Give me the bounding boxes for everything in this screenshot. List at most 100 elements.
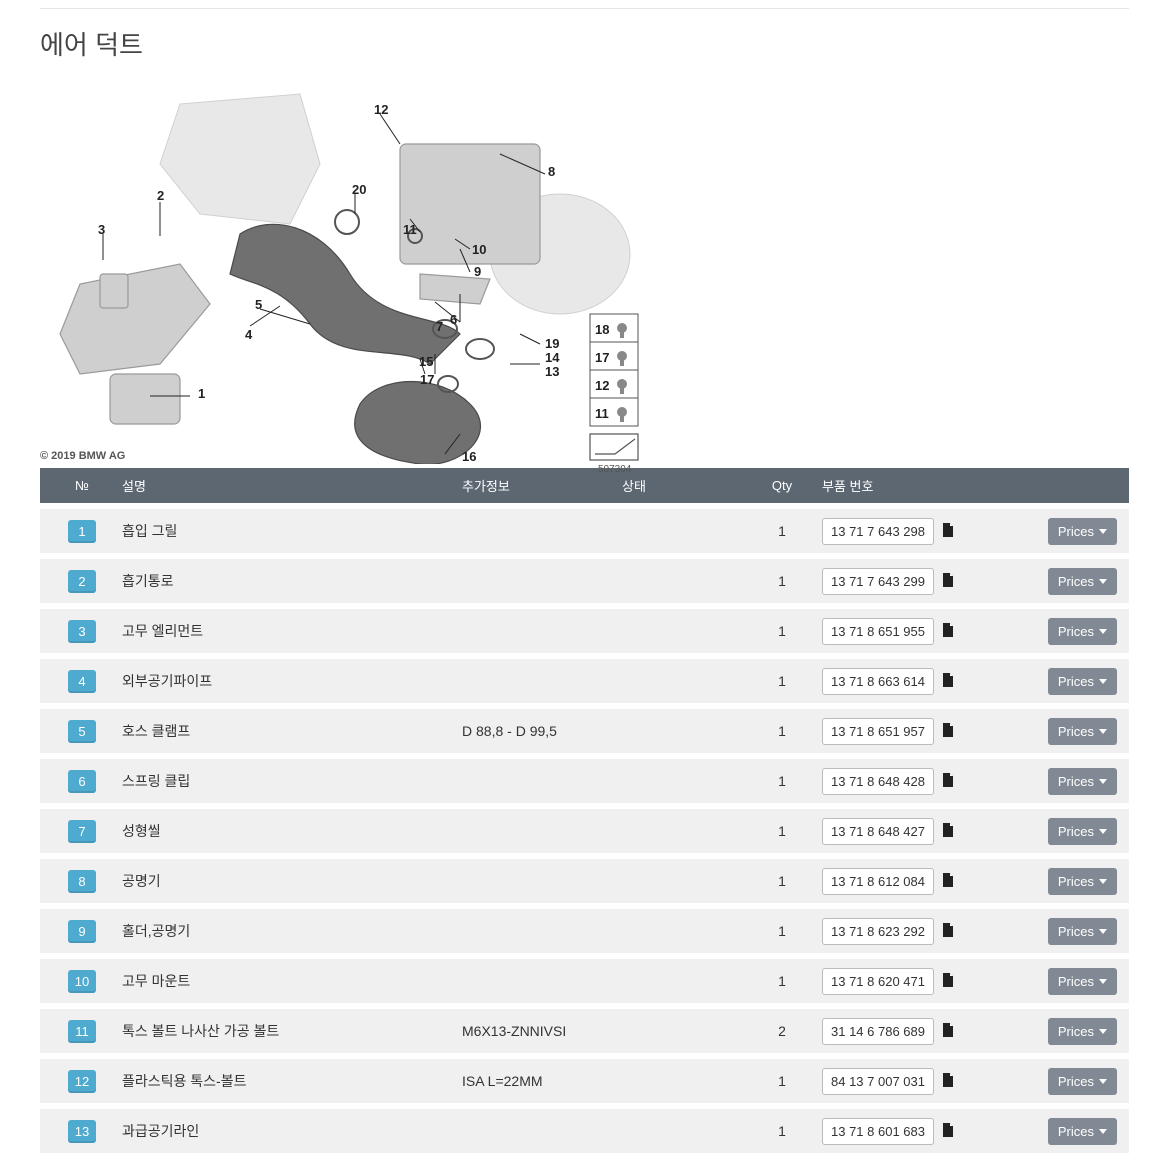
- callout-3: 3: [98, 222, 105, 237]
- th-desc: 설명: [112, 476, 462, 495]
- row-desc: 고무 엘리먼트: [112, 621, 462, 641]
- part-number-link[interactable]: 13 71 8 648 428: [822, 768, 934, 795]
- row-desc: 스프링 클립: [112, 771, 462, 791]
- document-icon[interactable]: [942, 873, 954, 890]
- row-qty: 1: [752, 823, 812, 839]
- row-number-badge[interactable]: 12: [68, 1070, 96, 1093]
- callout-2: 2: [157, 188, 164, 203]
- row-number-badge[interactable]: 7: [68, 820, 96, 843]
- callout-16: 16: [462, 449, 476, 464]
- top-divider: [40, 8, 1129, 9]
- row-number-badge[interactable]: 6: [68, 770, 96, 793]
- part-number-link[interactable]: 13 71 8 651 955: [822, 618, 934, 645]
- table-row: 1흡입 그릴113 71 7 643 298Prices: [40, 503, 1129, 553]
- callout-legend-18: 18: [595, 322, 609, 337]
- row-qty: 1: [752, 623, 812, 639]
- row-info: D 88,8 - D 99,5: [462, 723, 622, 739]
- th-info: 추가정보: [462, 476, 622, 495]
- document-icon[interactable]: [942, 573, 954, 590]
- table-row: 9홀더,공명기113 71 8 623 292Prices: [40, 903, 1129, 953]
- row-desc: 톡스 볼트 나사산 가공 볼트: [112, 1021, 462, 1041]
- document-icon[interactable]: [942, 1023, 954, 1040]
- row-number-badge[interactable]: 5: [68, 720, 96, 743]
- row-desc: 흡기통로: [112, 571, 462, 591]
- part-number-link[interactable]: 31 14 6 786 689: [822, 1018, 934, 1045]
- table-row: 2 흡기통로 1 13 71 7 643 299 Prices: [40, 553, 1129, 603]
- row-qty: 1: [752, 723, 812, 739]
- callout-12: 12: [374, 102, 388, 117]
- row-number-badge[interactable]: 13: [68, 1120, 96, 1143]
- table-header: № 설명 추가정보 상태 Qty 부품 번호: [40, 468, 1129, 503]
- chevron-down-icon: [1099, 829, 1107, 834]
- part-number-link[interactable]: 13 71 8 648 427: [822, 818, 934, 845]
- part-number-link[interactable]: 13 71 8 620 471: [822, 968, 934, 995]
- row-number-badge[interactable]: 8: [68, 870, 96, 893]
- callout-legend-11: 11: [595, 406, 609, 421]
- part-number-link[interactable]: 13 71 7 643 298: [822, 518, 934, 545]
- document-icon[interactable]: [942, 523, 954, 540]
- table-row: 6스프링 클립113 71 8 648 428Prices: [40, 753, 1129, 803]
- callout-19: 19: [545, 336, 559, 351]
- row-number-badge[interactable]: 10: [68, 970, 96, 993]
- part-number-link[interactable]: 13 71 8 651 957: [822, 718, 934, 745]
- callout-1: 1: [198, 386, 205, 401]
- prices-button[interactable]: Prices: [1048, 668, 1117, 695]
- part-number-link[interactable]: 13 71 8 623 292: [822, 918, 934, 945]
- document-icon[interactable]: [942, 823, 954, 840]
- callout-legend-12: 12: [595, 378, 609, 393]
- prices-button[interactable]: Prices: [1048, 968, 1117, 995]
- callout-9: 9: [474, 264, 481, 279]
- diagram-id: 507304: [598, 464, 631, 475]
- callout-legend-17: 17: [595, 350, 609, 365]
- prices-button[interactable]: Prices: [1048, 718, 1117, 745]
- row-info: M6X13-ZNNIVSI: [462, 1023, 622, 1039]
- page-title: 에어 덕트: [40, 25, 1129, 62]
- chevron-down-icon: [1099, 679, 1107, 684]
- prices-button[interactable]: Prices: [1048, 568, 1117, 595]
- prices-button[interactable]: Prices: [1048, 618, 1117, 645]
- prices-button[interactable]: Prices: [1048, 1068, 1117, 1095]
- row-number-badge[interactable]: 4: [68, 670, 96, 693]
- row-qty: 1: [752, 873, 812, 889]
- document-icon[interactable]: [942, 1123, 954, 1140]
- table-body: 1흡입 그릴113 71 7 643 298Prices2흡기통로113 71 …: [40, 503, 1129, 1153]
- th-no: №: [52, 478, 112, 493]
- part-number-link[interactable]: 84 13 7 007 031: [822, 1068, 934, 1095]
- row-number-badge[interactable]: 1: [68, 520, 96, 543]
- document-icon[interactable]: [942, 623, 954, 640]
- row-number-badge[interactable]: 3: [68, 620, 96, 643]
- document-icon[interactable]: [942, 923, 954, 940]
- prices-button[interactable]: Prices: [1048, 1018, 1117, 1045]
- prices-button[interactable]: Prices: [1048, 768, 1117, 795]
- table-row: 3 고무 엘리먼트 1 13 71 8 651 955 Prices: [40, 603, 1129, 653]
- prices-button[interactable]: Prices: [1048, 1118, 1117, 1145]
- prices-button[interactable]: Prices: [1048, 818, 1117, 845]
- callout-10: 10: [472, 242, 486, 257]
- document-icon[interactable]: [942, 1073, 954, 1090]
- part-number-link[interactable]: 13 71 8 612 084: [822, 868, 934, 895]
- row-qty: 1: [752, 573, 812, 589]
- document-icon[interactable]: [942, 773, 954, 790]
- callout-4: 4: [245, 327, 252, 342]
- prices-button[interactable]: Prices: [1048, 868, 1117, 895]
- chevron-down-icon: [1099, 1129, 1107, 1134]
- chevron-down-icon: [1099, 979, 1107, 984]
- row-number-badge[interactable]: 11: [68, 1020, 96, 1043]
- document-icon[interactable]: [942, 673, 954, 690]
- part-number-link[interactable]: 13 71 8 601 683: [822, 1118, 934, 1145]
- callout-11: 11: [403, 222, 417, 237]
- document-icon[interactable]: [942, 723, 954, 740]
- th-pn: 부품 번호: [812, 476, 1027, 495]
- prices-button[interactable]: Prices: [1048, 518, 1117, 545]
- row-desc: 호스 클램프: [112, 721, 462, 741]
- prices-button[interactable]: Prices: [1048, 918, 1117, 945]
- row-number-badge[interactable]: 9: [68, 920, 96, 943]
- part-number-link[interactable]: 13 71 7 643 299: [822, 568, 934, 595]
- document-icon[interactable]: [942, 973, 954, 990]
- row-number-badge[interactable]: 2: [68, 570, 96, 593]
- part-number-link[interactable]: 13 71 8 663 614: [822, 668, 934, 695]
- chevron-down-icon: [1099, 1079, 1107, 1084]
- table-row: 4외부공기파이프113 71 8 663 614Prices: [40, 653, 1129, 703]
- row-qty: 1: [752, 523, 812, 539]
- callout-15: 15: [419, 354, 433, 369]
